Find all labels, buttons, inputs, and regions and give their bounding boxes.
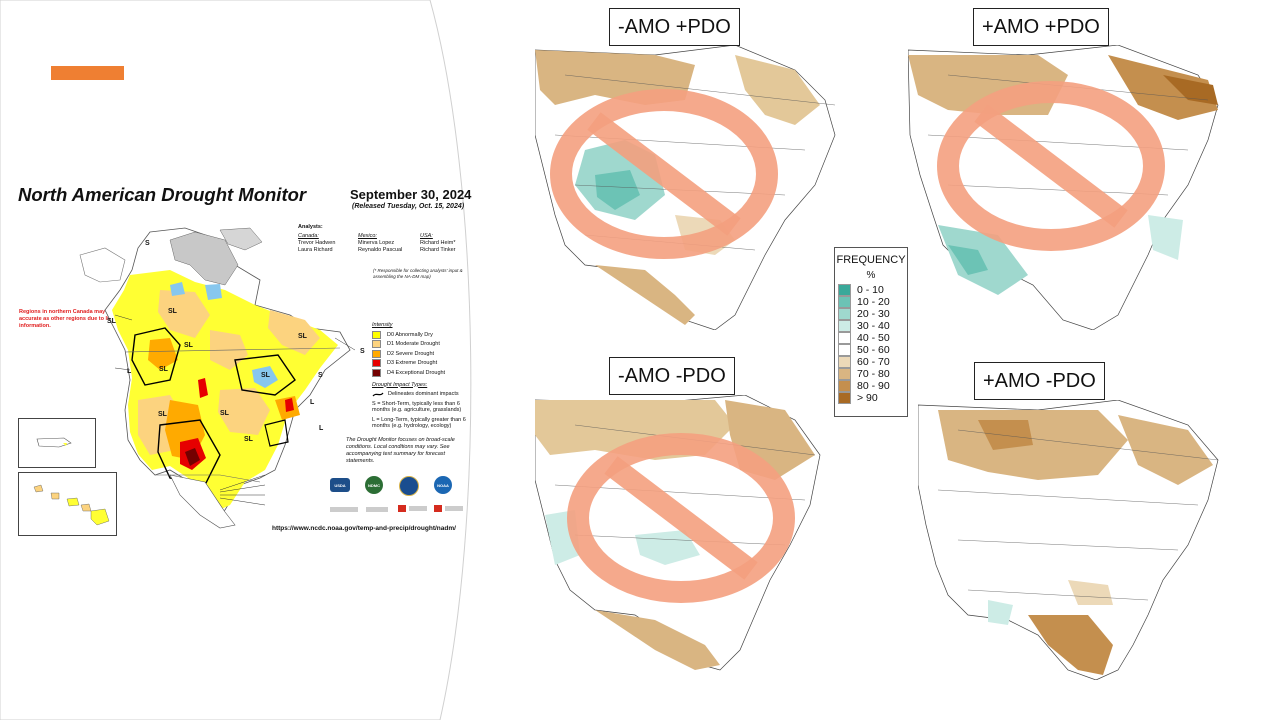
- impact-types: Drought Impact Types: Delineates dominan…: [372, 382, 477, 430]
- agri-canada-logo: [409, 506, 427, 511]
- intensity-d2: D2 Severe Drought: [372, 349, 477, 359]
- map-label: S: [360, 348, 365, 355]
- map-label: SL: [184, 342, 193, 349]
- quad-label-amo-pos-pdo-pos: +AMO +PDO: [973, 8, 1109, 46]
- freq-bin: 70 - 80: [835, 368, 907, 380]
- analysts-usa: USA: Richard Heim* Richard Tinker: [420, 233, 456, 253]
- nadm-date: September 30, 2024: [350, 187, 472, 202]
- puerto-rico-inset: [18, 418, 96, 468]
- map-label: SL: [168, 308, 177, 315]
- freq-bin: 60 - 70: [835, 356, 907, 368]
- map-label: L: [127, 368, 132, 375]
- drought-map: [79, 227, 356, 529]
- freq-bin: 30 - 40: [835, 320, 907, 332]
- canada-flag-logo-2: [434, 505, 442, 512]
- map-label: SL: [158, 411, 167, 418]
- noaa-logo: NOAA: [434, 476, 452, 494]
- intensity-legend: Intensity D0 Abnormally Dry D1 Moderate …: [372, 322, 477, 430]
- freq-bin: 0 - 10: [835, 284, 907, 296]
- long-term-note: L = Long-Term, typically greater than 6 …: [372, 416, 466, 430]
- map-label: SL: [298, 333, 307, 340]
- hawaii-inset: [18, 472, 117, 536]
- short-term-note: S = Short-Term, typically less than 6 mo…: [372, 400, 462, 414]
- northern-canada-note: Regions in northern Canada may not be as…: [19, 309, 131, 329]
- freq-bin: 80 - 90: [835, 380, 907, 392]
- usda-logo: USDA: [330, 478, 350, 492]
- frequency-unit: %: [866, 270, 876, 281]
- no-sign-icon: [567, 433, 795, 603]
- map-label: SL: [244, 436, 253, 443]
- freq-bin: 40 - 50: [835, 332, 907, 344]
- drought-monitor-panel: North American Drought Monitor September…: [0, 0, 471, 720]
- map-label: SL: [107, 318, 116, 325]
- accent-bar: [51, 66, 124, 80]
- map-label: L: [310, 399, 315, 406]
- intensity-d3: D3 Extreme Drought: [372, 359, 477, 369]
- map-label: SL: [220, 410, 229, 417]
- impact-heading: Drought Impact Types:: [372, 381, 428, 388]
- env-canada-logo: [445, 506, 463, 511]
- nadm-url: https://www.ncdc.noaa.gov/temp-and-preci…: [272, 525, 456, 532]
- map-amo-pos-pdo-neg: [918, 400, 1219, 680]
- frequency-title: FREQUENCY: [836, 254, 906, 266]
- nadm-title: North American Drought Monitor: [18, 184, 307, 205]
- impact-line-legend: Delineates dominant impacts: [372, 391, 477, 398]
- smn-logo: [366, 507, 388, 512]
- map-label: SL: [261, 372, 270, 379]
- freq-bin: 20 - 30: [835, 308, 907, 320]
- intensity-d4: D4 Exceptional Drought: [372, 368, 477, 378]
- analysts-mexico: Mexico: Minerva Lopez Reynaldo Pascual: [358, 233, 403, 253]
- map-label: S: [318, 372, 323, 379]
- quad-label-amo-pos-pdo-neg: +AMO -PDO: [974, 362, 1105, 400]
- intensity-heading: Intensity: [372, 322, 393, 328]
- focus-note: The Drought Monitor focuses on broad-sca…: [346, 437, 455, 464]
- quad-label-amo-neg-pdo-pos: -AMO +PDO: [609, 8, 740, 46]
- freq-bin: 10 - 20: [835, 296, 907, 308]
- quad-label-amo-neg-pdo-neg: -AMO -PDO: [609, 357, 735, 395]
- responsible-note: (* Responsible for collecting analysts' …: [373, 268, 463, 279]
- frequency-legend: FREQUENCY % 0 - 10 10 - 20 20 - 30 30 - …: [834, 247, 908, 417]
- conagua-logo: [330, 507, 358, 512]
- intensity-d0: D0 Abnormally Dry: [372, 330, 477, 340]
- ndmc-logo: NDMC: [365, 476, 383, 494]
- analysts-block: Analysts: Canada: Trevor Hadwen Laura Ri…: [298, 224, 455, 253]
- freq-bin: 50 - 60: [835, 344, 907, 356]
- freq-bin: > 90: [835, 392, 907, 404]
- intensity-d1: D1 Moderate Drought: [372, 340, 477, 350]
- map-label: SL: [159, 366, 168, 373]
- no-sign-icon: [937, 81, 1165, 251]
- map-label: S: [145, 240, 150, 247]
- canada-flag-logo: [398, 505, 406, 512]
- analysts-canada: Canada: Trevor Hadwen Laura Richard: [298, 233, 336, 253]
- analysts-heading: Analysts:: [298, 224, 323, 230]
- map-label: L: [319, 425, 324, 432]
- doc-seal-logo: [399, 476, 419, 496]
- nadm-released: (Released Tuesday, Oct. 15, 2024): [352, 203, 465, 210]
- no-sign-icon: [550, 89, 778, 259]
